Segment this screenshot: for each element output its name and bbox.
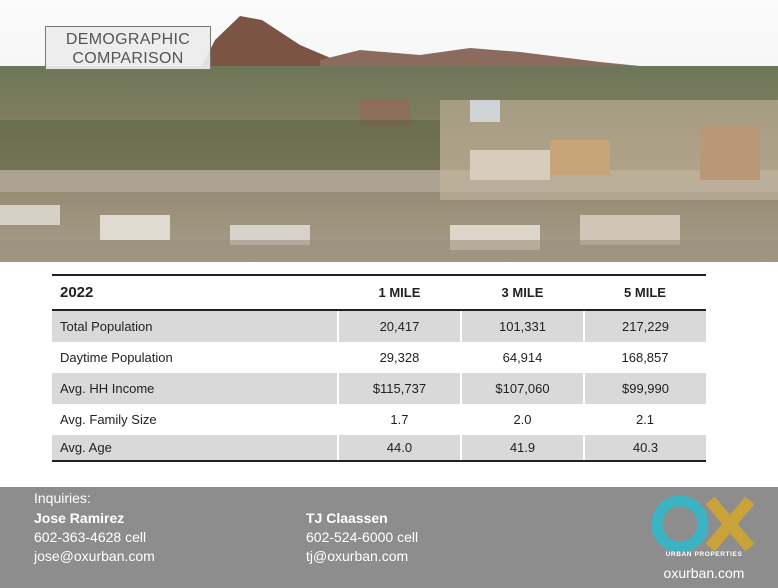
- contact-email: jose@oxurban.com: [34, 548, 155, 564]
- inquiries-label: Inquiries:: [34, 490, 91, 506]
- column-header: 5 MILE: [584, 274, 706, 311]
- row-label: Avg. Family Size: [60, 412, 157, 427]
- cell: 41.9: [459, 435, 585, 462]
- row-label: Total Population: [52, 310, 338, 342]
- cell: 40.3: [583, 435, 706, 462]
- contact: Jose Ramirez 602-363-4628 cell jose@oxur…: [34, 509, 155, 566]
- cell: $99,990: [583, 373, 706, 404]
- title-line: DEMOGRAPHIC: [65, 31, 191, 48]
- contact-name: Jose Ramirez: [34, 510, 125, 526]
- cell: 29,328: [379, 350, 420, 365]
- row-label: Daytime Population: [60, 350, 173, 365]
- column-header: 1 MILE: [337, 274, 461, 311]
- cell: $107,060: [459, 373, 585, 404]
- contact: TJ Claassen 602-524-6000 cell tj@oxurban…: [306, 509, 418, 566]
- cell: 168,857: [621, 350, 669, 365]
- cell: 2.0: [513, 412, 532, 427]
- cell: 2.1: [635, 412, 655, 427]
- column-header: 3 MILE: [460, 274, 585, 311]
- cell: 1.7: [390, 412, 409, 427]
- contact-phone: 602-524-6000 cell: [306, 529, 419, 545]
- website: oxurban.com: [663, 565, 745, 581]
- table-row: Daytime Population 29,328 64,914 168,857: [52, 342, 706, 373]
- column-header: 2022: [52, 274, 338, 311]
- contact-name: TJ Claassen: [306, 510, 388, 526]
- table-row: Avg. Family Size 1.7 2.0 2.1: [52, 404, 706, 435]
- title-box: DEMOGRAPHIC COMPARISON: [45, 26, 211, 70]
- header-row: 2022 1 MILE 3 MILE 5 MILE: [52, 274, 706, 311]
- cell: 44.0: [336, 435, 461, 462]
- cell: 20,417: [336, 310, 461, 342]
- demographics-table: 2022 1 MILE 3 MILE 5 MILE Total Population 20…: [52, 274, 706, 462]
- cell: 101,331: [459, 310, 585, 342]
- footer: Inquiries: Jose Ramirez 602-363-4628 cel…: [0, 487, 778, 588]
- aerial-photo: [0, 0, 778, 262]
- row-label: Avg. HH Income: [52, 373, 338, 404]
- row-label: Avg. Age: [52, 435, 338, 462]
- logo: [651, 495, 755, 551]
- table-row: Avg. Age 44.0 41.9 40.3: [52, 435, 706, 462]
- logo-text: URBAN PROPERTIES: [665, 551, 743, 558]
- contact-phone: 602-363-4628 cell: [34, 529, 147, 545]
- cell: $115,737: [336, 373, 461, 404]
- cell: 217,229: [583, 310, 706, 342]
- table-row: Avg. HH Income $115,737 $107,060 $99,990: [52, 373, 706, 404]
- title-line: COMPARISON: [72, 50, 184, 67]
- contact-email: tj@oxurban.com: [306, 548, 409, 564]
- cell: 64,914: [502, 350, 543, 365]
- table-row: Total Population 20,417 101,331 217,229: [52, 310, 706, 342]
